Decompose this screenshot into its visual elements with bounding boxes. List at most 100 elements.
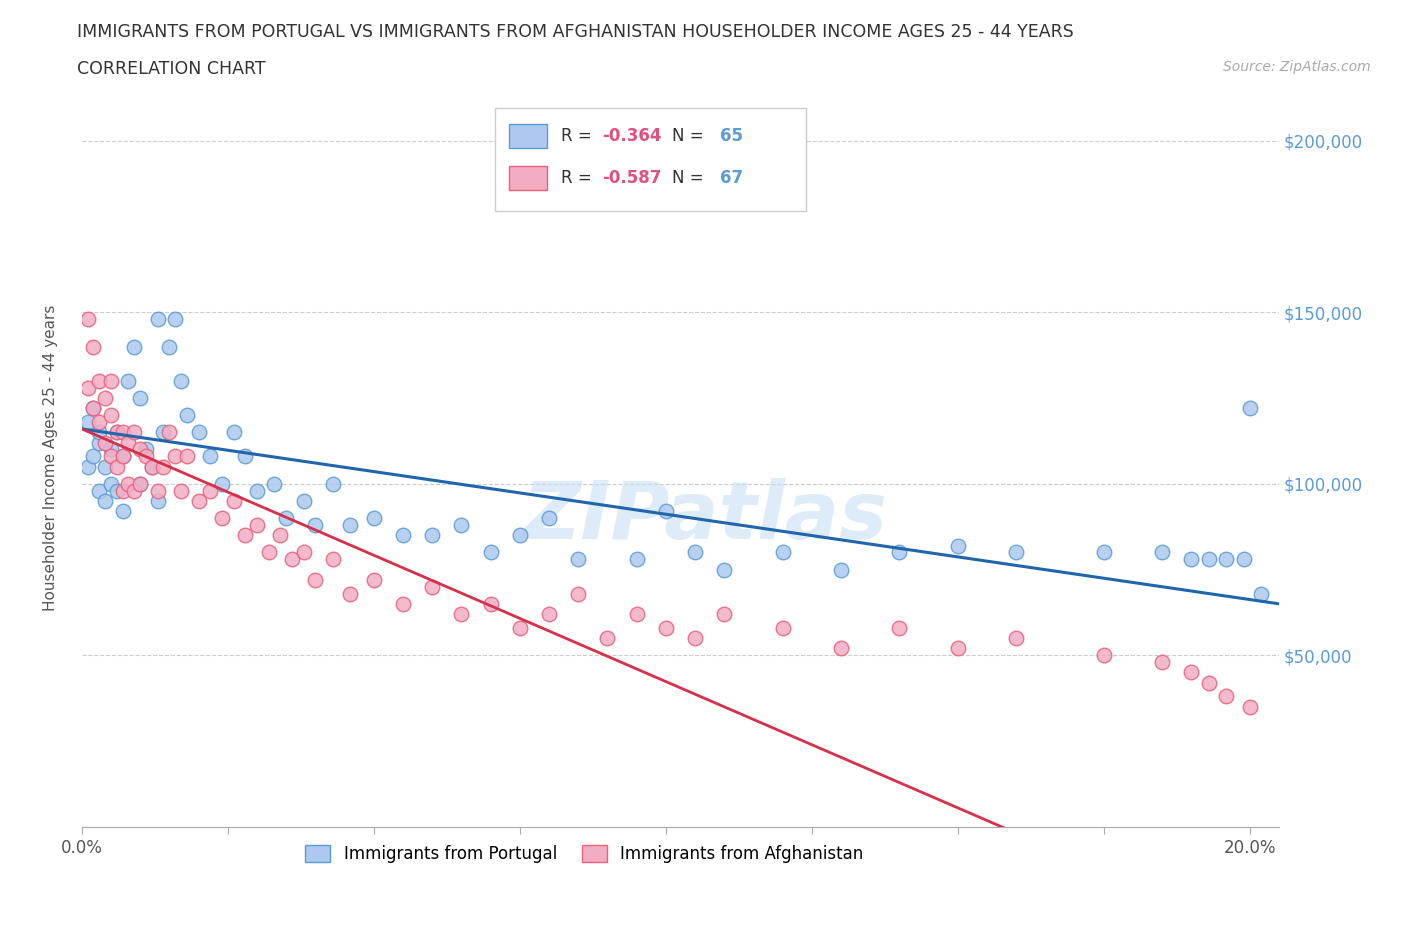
Point: [111, 484, 134, 498]
Point: [450, 517, 472, 532]
Y-axis label: Householder Income Ages 25 - 44 years: Householder Income Ages 25 - 44 years: [44, 305, 58, 611]
Point: [100, 442, 122, 457]
Point: [304, 572, 326, 587]
Point: [1198, 551, 1220, 566]
Point: [392, 596, 415, 611]
Point: [100, 374, 122, 389]
Point: [567, 551, 589, 566]
Point: [146, 494, 169, 509]
Point: [165, 449, 187, 464]
Point: [141, 459, 163, 474]
Legend: Immigrants from Portugal, Immigrants from Afghanistan: Immigrants from Portugal, Immigrants fro…: [299, 839, 870, 870]
Point: [946, 538, 969, 553]
Point: [94, 435, 117, 450]
Point: [392, 527, 415, 542]
FancyBboxPatch shape: [495, 108, 806, 211]
Point: [124, 484, 146, 498]
Point: [135, 449, 157, 464]
Point: [1215, 689, 1237, 704]
Point: [89, 425, 111, 440]
Point: [76, 380, 98, 395]
Point: [76, 312, 98, 326]
Point: [129, 476, 152, 491]
Point: [124, 425, 146, 440]
Point: [1152, 545, 1174, 560]
Text: N =: N =: [672, 169, 709, 187]
Point: [89, 484, 111, 498]
FancyBboxPatch shape: [509, 166, 547, 190]
Point: [94, 391, 117, 405]
Point: [211, 511, 233, 525]
Point: [626, 551, 648, 566]
Point: [654, 620, 676, 635]
Point: [152, 425, 174, 440]
Point: [1092, 545, 1115, 560]
Point: [152, 459, 174, 474]
Point: [111, 504, 134, 519]
Text: 67: 67: [720, 169, 742, 187]
Point: [89, 374, 111, 389]
Point: [339, 586, 361, 601]
Point: [304, 517, 326, 532]
Point: [889, 620, 911, 635]
Point: [89, 435, 111, 450]
Point: [94, 459, 117, 474]
Point: [322, 551, 344, 566]
Point: [889, 545, 911, 560]
Point: [170, 374, 193, 389]
Point: [211, 476, 233, 491]
Point: [479, 545, 502, 560]
Point: [157, 425, 180, 440]
Point: [187, 494, 209, 509]
Point: [450, 606, 472, 621]
Point: [100, 449, 122, 464]
Point: [146, 312, 169, 326]
Point: [509, 527, 531, 542]
Point: [105, 425, 128, 440]
Point: [146, 484, 169, 498]
Point: [509, 620, 531, 635]
Point: [713, 562, 735, 577]
Point: [117, 374, 139, 389]
Point: [129, 476, 152, 491]
Point: [76, 415, 98, 430]
Point: [1239, 699, 1261, 714]
Point: [246, 484, 269, 498]
Point: [363, 572, 385, 587]
Point: [222, 494, 245, 509]
Point: [82, 401, 104, 416]
Point: [1198, 675, 1220, 690]
Point: [626, 606, 648, 621]
Point: [200, 484, 222, 498]
Point: [200, 449, 222, 464]
Point: [141, 459, 163, 474]
Point: [420, 527, 443, 542]
Point: [322, 476, 344, 491]
Point: [222, 425, 245, 440]
Point: [233, 527, 256, 542]
Point: [129, 391, 152, 405]
Point: [772, 620, 794, 635]
Text: 65: 65: [720, 126, 742, 145]
Point: [105, 425, 128, 440]
Text: IMMIGRANTS FROM PORTUGAL VS IMMIGRANTS FROM AFGHANISTAN HOUSEHOLDER INCOME AGES : IMMIGRANTS FROM PORTUGAL VS IMMIGRANTS F…: [77, 23, 1074, 41]
Point: [82, 401, 104, 416]
Text: -0.587: -0.587: [603, 169, 662, 187]
Text: N =: N =: [672, 126, 709, 145]
Point: [281, 551, 304, 566]
Point: [1239, 401, 1261, 416]
Point: [117, 435, 139, 450]
Point: [233, 449, 256, 464]
Point: [269, 527, 291, 542]
Point: [830, 562, 852, 577]
Point: [100, 476, 122, 491]
Point: [683, 631, 706, 645]
Point: [124, 339, 146, 354]
Point: [89, 415, 111, 430]
Point: [537, 606, 560, 621]
Point: [1005, 631, 1028, 645]
Point: [292, 545, 315, 560]
Point: [76, 459, 98, 474]
Point: [129, 442, 152, 457]
Text: ZIPatlas: ZIPatlas: [522, 478, 887, 556]
